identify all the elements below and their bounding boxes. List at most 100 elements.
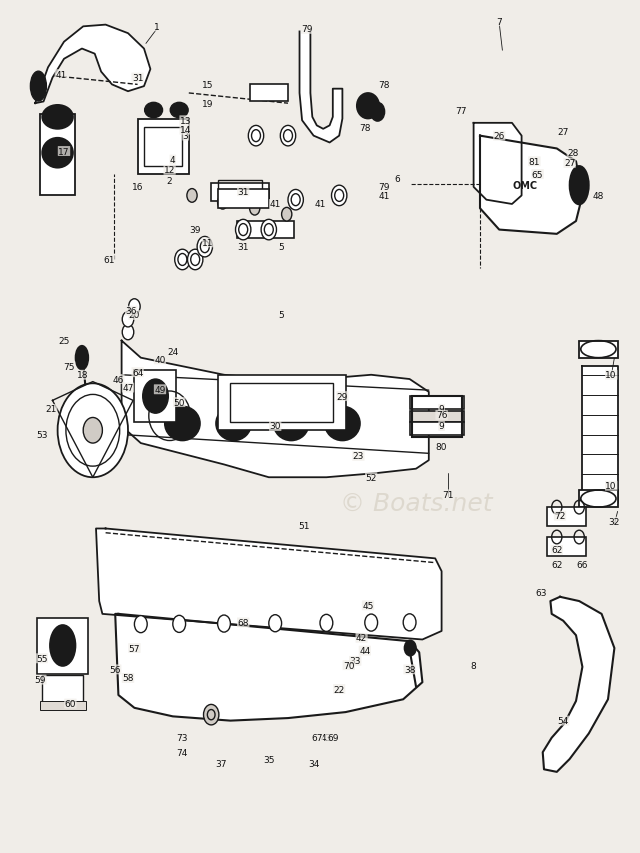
Circle shape: [175, 250, 190, 270]
Bar: [412, 397, 462, 438]
Text: 13: 13: [180, 117, 191, 125]
Text: 5: 5: [279, 311, 284, 320]
Text: 18: 18: [77, 371, 89, 380]
Circle shape: [332, 186, 347, 206]
Text: 77: 77: [455, 107, 467, 115]
Text: 20: 20: [129, 311, 140, 320]
Text: 41: 41: [378, 192, 390, 200]
Polygon shape: [480, 136, 582, 235]
Text: 45: 45: [362, 601, 374, 610]
Text: 22: 22: [333, 685, 345, 693]
Text: 36: 36: [125, 307, 137, 316]
Circle shape: [261, 220, 276, 241]
Ellipse shape: [325, 407, 360, 441]
Text: 31: 31: [132, 74, 143, 83]
Ellipse shape: [216, 407, 251, 441]
Bar: [134, 371, 176, 422]
Circle shape: [134, 616, 147, 633]
Text: 3: 3: [183, 132, 188, 141]
Text: 26: 26: [493, 132, 505, 141]
Circle shape: [365, 614, 378, 631]
Text: 33: 33: [349, 657, 361, 665]
Text: 67: 67: [311, 734, 323, 742]
Bar: [547, 508, 586, 526]
Text: 62: 62: [551, 560, 563, 569]
Ellipse shape: [145, 103, 163, 119]
Polygon shape: [35, 26, 150, 104]
Text: 75: 75: [63, 363, 75, 371]
Text: 47: 47: [122, 384, 134, 392]
Text: 54: 54: [557, 717, 569, 725]
Text: 12: 12: [164, 166, 175, 175]
Text: 31: 31: [237, 243, 249, 252]
Bar: [230, 384, 333, 422]
Text: 21: 21: [45, 405, 57, 414]
Text: 63: 63: [535, 589, 547, 597]
Text: 76: 76: [436, 411, 447, 420]
Text: 79: 79: [301, 26, 313, 34]
Ellipse shape: [76, 346, 88, 370]
Text: 71: 71: [442, 490, 454, 499]
Text: 59: 59: [35, 676, 46, 684]
Polygon shape: [474, 124, 522, 205]
Text: 73: 73: [177, 734, 188, 742]
Ellipse shape: [404, 641, 416, 656]
Circle shape: [83, 418, 102, 444]
Text: 46: 46: [113, 375, 124, 384]
Ellipse shape: [42, 138, 73, 169]
Text: 1: 1: [154, 23, 159, 32]
Text: 74: 74: [177, 748, 188, 757]
Text: 68: 68: [237, 618, 249, 627]
Circle shape: [197, 237, 212, 258]
Text: 48: 48: [593, 192, 604, 200]
Bar: [40, 115, 75, 196]
Ellipse shape: [34, 82, 40, 92]
Text: 27: 27: [557, 128, 569, 136]
Text: 37: 37: [215, 759, 227, 768]
Circle shape: [218, 196, 228, 210]
Text: OMC: OMC: [512, 181, 538, 191]
Text: 4: 4: [170, 156, 175, 165]
Circle shape: [282, 208, 292, 222]
Text: 2: 2: [167, 177, 172, 185]
Circle shape: [288, 190, 303, 211]
Text: 65: 65: [532, 171, 543, 179]
Text: 30: 30: [269, 422, 281, 431]
Bar: [138, 119, 189, 175]
Text: 9: 9: [439, 405, 444, 414]
Circle shape: [129, 299, 140, 315]
Text: 80: 80: [436, 443, 447, 451]
Circle shape: [188, 250, 203, 270]
Polygon shape: [96, 529, 442, 640]
Text: 81: 81: [529, 158, 540, 166]
Text: 61: 61: [103, 256, 115, 264]
Bar: [410, 412, 464, 422]
Text: 14: 14: [180, 126, 191, 135]
Ellipse shape: [31, 72, 46, 102]
Ellipse shape: [42, 106, 73, 130]
Text: 57: 57: [129, 644, 140, 653]
Text: 78: 78: [359, 124, 371, 132]
Text: 25: 25: [58, 337, 70, 345]
Circle shape: [403, 614, 416, 631]
Bar: [37, 618, 88, 674]
Text: 58: 58: [122, 674, 134, 682]
Bar: [579, 341, 618, 358]
Bar: [237, 222, 294, 239]
Circle shape: [320, 615, 333, 632]
Text: 51: 51: [298, 522, 310, 531]
Text: 35: 35: [263, 755, 275, 763]
Text: 23: 23: [353, 452, 364, 461]
Bar: [218, 190, 269, 209]
Text: 29: 29: [337, 392, 348, 401]
Circle shape: [236, 220, 251, 241]
Text: 44: 44: [359, 647, 371, 655]
Text: 34: 34: [308, 759, 319, 768]
Bar: [250, 85, 288, 102]
Text: 9: 9: [439, 422, 444, 431]
Text: 17: 17: [58, 148, 70, 156]
Text: 19: 19: [202, 100, 214, 108]
Bar: [40, 701, 86, 710]
Text: 72: 72: [554, 512, 566, 520]
Text: 41: 41: [55, 71, 67, 79]
